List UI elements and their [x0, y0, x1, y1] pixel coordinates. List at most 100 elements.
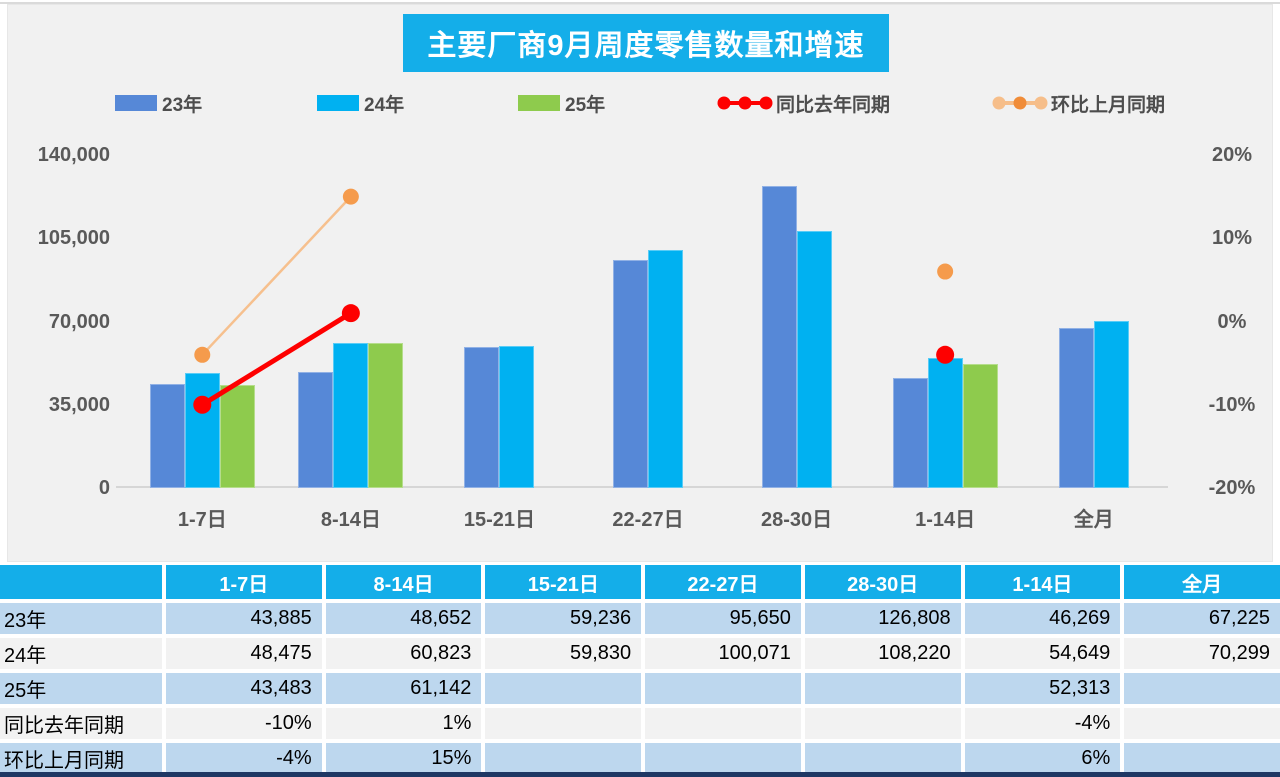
legend-item-1: 23年 — [115, 92, 203, 116]
table-cell-r2-c5: 108,220 — [804, 638, 961, 669]
legend-item-3: 25年 — [518, 92, 606, 116]
table-cell-r5-c6: 6% — [964, 743, 1121, 774]
legend-swatch-icon — [518, 95, 560, 111]
table-cell-r4-c4 — [645, 708, 801, 739]
y-axis-tick-left: 105,000 — [37, 227, 110, 250]
bottom-accent-bar — [0, 772, 1280, 777]
table-cell-r2-c4: 100,071 — [645, 638, 801, 669]
table-cell-r1-c6: 46,269 — [964, 603, 1121, 634]
legend-label: 24年 — [364, 94, 405, 116]
table-cell-r3-c3 — [485, 673, 642, 704]
table-cell-r3-c5 — [804, 673, 961, 704]
bar-series1-cat2 — [298, 372, 334, 488]
table-cell-r4-c6: -4% — [964, 708, 1121, 739]
legend-label: 同比去年同期 — [776, 94, 891, 116]
table-cell-r5-c5 — [804, 743, 961, 774]
legend-swatch-icon — [115, 95, 157, 111]
table-cell-r1-c1: 43,885 — [166, 603, 322, 634]
table-row-label-3: 25年 — [0, 673, 162, 704]
legend-swatch-icon — [317, 95, 359, 111]
table-cell-r5-c2: 15% — [325, 743, 482, 774]
legend-line-marker-icon — [992, 96, 1048, 110]
table-row-label-5: 环比上月同期 — [0, 743, 162, 774]
bar-series2-cat4 — [648, 250, 683, 488]
y-axis-tick-left: 140,000 — [37, 144, 110, 166]
bar-series3-cat2 — [368, 343, 404, 488]
y-axis-tick-right: 0% — [1217, 310, 1247, 333]
table-header-8: 全月 — [1124, 565, 1280, 599]
bar-series3-cat6 — [962, 364, 998, 488]
bar-series2-cat7 — [1093, 321, 1129, 488]
y-axis-tick-right: 20% — [1211, 144, 1253, 166]
table-cell-r3-c1: 43,483 — [166, 673, 322, 704]
table-header-5: 22-27日 — [645, 565, 801, 599]
y-axis-tick-right: -10% — [1208, 393, 1256, 416]
x-axis-label-1: 1-7日 — [177, 509, 227, 531]
table-cell-r5-c4 — [645, 743, 801, 774]
table-cell-r4-c1: -10% — [166, 708, 322, 739]
bar-series1-cat6 — [892, 378, 928, 488]
table-cell-r2-c2: 60,823 — [325, 638, 482, 669]
legend-label: 环比上月同期 — [1051, 94, 1166, 116]
bar-series2-cat2 — [333, 343, 369, 488]
bar-series3-cat1 — [219, 385, 255, 488]
table-cell-r5-c3 — [485, 743, 642, 774]
table-cell-r3-c7 — [1124, 673, 1280, 704]
y-axis-tick-left: 0 — [98, 477, 110, 499]
table-cell-r2-c3: 59,830 — [485, 638, 642, 669]
legend-label: 25年 — [565, 94, 606, 116]
bar-series1-cat3 — [464, 347, 500, 488]
table-header-3: 8-14日 — [325, 565, 482, 599]
x-axis-label-5: 28-30日 — [760, 509, 833, 531]
table-cell-r4-c2: 1% — [325, 708, 482, 739]
chart-title: 主要厂商9月周度零售数量和增速 — [403, 14, 889, 72]
bar-series2-cat1 — [184, 373, 220, 488]
table-cell-r2-c1: 48,475 — [166, 638, 322, 669]
table-cell-r5-c7 — [1124, 743, 1280, 774]
table-cell-r1-c2: 48,652 — [325, 603, 482, 634]
table-cell-r1-c3: 59,236 — [485, 603, 642, 634]
table-row-label-2: 24年 — [0, 638, 162, 669]
x-axis-label-2: 8-14日 — [320, 509, 381, 531]
legend-label: 23年 — [162, 94, 203, 116]
top-divider — [0, 2, 1280, 4]
bar-series1-cat7 — [1058, 328, 1094, 488]
table-cell-r4-c5 — [804, 708, 961, 739]
table-cell-r3-c2: 61,142 — [325, 673, 482, 704]
table-cell-r4-c3 — [485, 708, 642, 739]
table-cell-r1-c5: 126,808 — [804, 603, 961, 634]
legend-item-4: 同比去年同期 — [716, 92, 891, 116]
bar-series2-cat3 — [499, 346, 535, 488]
table-header-corner — [0, 565, 162, 599]
x-axis-label-4: 22-27日 — [612, 509, 684, 531]
table-cell-r2-c7: 70,299 — [1124, 638, 1280, 669]
table-cell-r4-c7 — [1124, 708, 1280, 739]
y-axis-tick-right: -20% — [1208, 477, 1256, 499]
x-axis-label-6: 1-14日 — [915, 509, 976, 531]
table-cell-r1-c7: 67,225 — [1124, 603, 1280, 634]
data-table: 1-7日 8-14日 15-21日 22-27日 28-30日 1-14日 全月 23年 43,… — [0, 565, 1280, 774]
table-header-2: 1-7日 — [166, 565, 322, 599]
legend-item-2: 24年 — [317, 92, 405, 116]
bar-series1-cat4 — [613, 260, 648, 488]
x-axis-label-3: 15-21日 — [463, 509, 535, 531]
legend-line-marker-icon — [717, 96, 773, 110]
table-cell-r1-c4: 95,650 — [645, 603, 801, 634]
y-axis-tick-right: 10% — [1211, 227, 1253, 250]
legend-item-5: 环比上月同期 — [991, 92, 1166, 116]
y-axis-tick-left: 70,000 — [48, 310, 110, 333]
y-axis-tick-left: 35,000 — [48, 393, 110, 416]
table-cell-r5-c1: -4% — [166, 743, 322, 774]
table-row-label-4: 同比去年同期 — [0, 708, 162, 739]
table-header-7: 1-14日 — [964, 565, 1121, 599]
table-header-4: 15-21日 — [485, 565, 642, 599]
table-header-6: 28-30日 — [804, 565, 961, 599]
table-cell-r3-c6: 52,313 — [964, 673, 1121, 704]
table-cell-r3-c4 — [645, 673, 801, 704]
bar-series1-cat5 — [761, 186, 797, 488]
bar-series2-cat5 — [796, 231, 832, 488]
bar-series2-cat6 — [927, 358, 963, 488]
x-axis-label-7: 全月 — [1073, 509, 1114, 531]
table-cell-r2-c6: 54,649 — [964, 638, 1121, 669]
